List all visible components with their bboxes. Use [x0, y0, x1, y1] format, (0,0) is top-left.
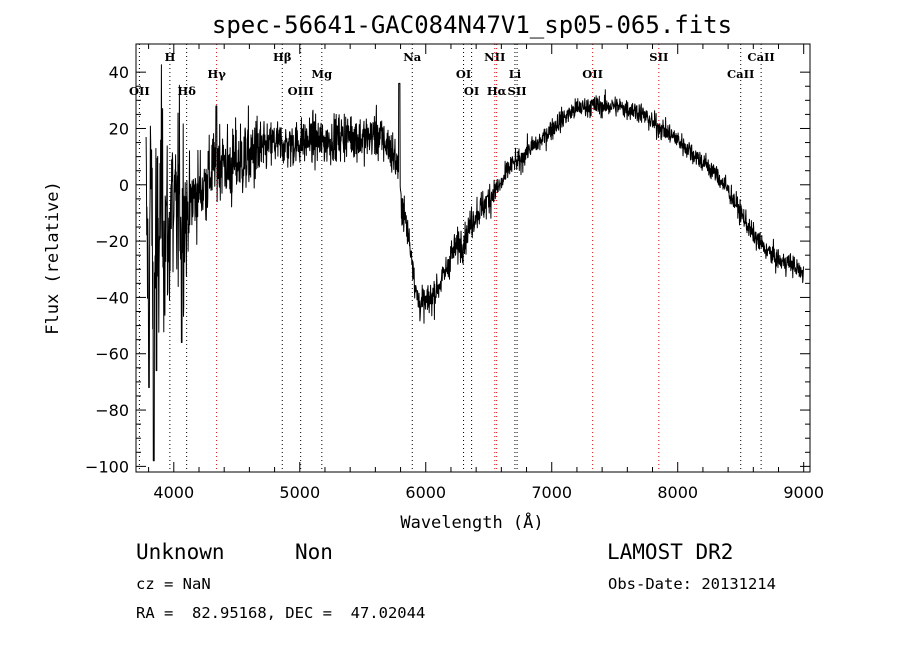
y-tick-label: −60: [95, 345, 129, 364]
spectral-line-label: Hγ: [207, 67, 226, 81]
classification-text: Unknown: [136, 540, 225, 564]
y-tick-label: −40: [95, 288, 129, 307]
spectral-line-label: SII: [649, 50, 668, 64]
coordinates-text: RA = 82.95168, DEC = 47.02044: [136, 604, 426, 622]
spectrum-line: [145, 64, 804, 462]
survey-text: LAMOST DR2: [607, 540, 734, 564]
spectral-line-label: H: [164, 50, 175, 64]
y-tick-label: −80: [95, 401, 129, 420]
y-tick-label: −20: [95, 232, 129, 251]
spectral-line-label: CaII: [727, 67, 754, 81]
spectral-line-label: OIII: [288, 84, 314, 98]
spectral-line-label: OII: [129, 84, 150, 98]
chart-title: spec-56641-GAC084N47V1_sp05-065.fits: [212, 11, 732, 39]
y-tick-label: −100: [85, 457, 129, 476]
subclass-text: Non: [295, 540, 333, 564]
spectral-line-label: Hδ: [177, 84, 196, 98]
y-tick-label: 40: [109, 63, 129, 82]
x-tick-label: 8000: [657, 483, 698, 502]
spectral-line-label: Li: [509, 67, 522, 81]
spectral-line-label: Na: [403, 50, 422, 64]
y-tick-label: 0: [119, 176, 129, 195]
x-tick-label: 6000: [405, 483, 446, 502]
x-tick-label: 7000: [531, 483, 572, 502]
spectrum-series: [145, 64, 804, 462]
spectral-line-label: SII: [508, 84, 527, 98]
x-axis-label: Wavelength (Å): [400, 511, 543, 533]
x-tick-label: 5000: [279, 483, 320, 502]
y-tick-label: 20: [109, 119, 129, 138]
spectral-line-label: OII: [582, 67, 603, 81]
spectral-line-label: OI: [456, 67, 471, 81]
x-tick-label: 9000: [783, 483, 824, 502]
obs-date-text: Obs-Date: 20131214: [608, 575, 776, 593]
axes: 4000 5000 6000 7000 8000 9000 −100 −80 −60 −40 −20…: [85, 44, 824, 502]
spectral-line-label: OI: [464, 84, 479, 98]
x-tick-label: 4000: [153, 483, 194, 502]
redshift-text: cz = NaN: [136, 575, 211, 593]
spectral-line-label: Hβ: [273, 50, 292, 64]
y-axis-label: Flux (relative): [43, 181, 63, 335]
spectral-line-label: CaII: [747, 50, 774, 64]
spectral-line-label: Mg: [311, 67, 332, 81]
spectral-line-label: NII: [484, 50, 505, 64]
plot-frame: [135, 43, 811, 473]
spectral-line-label: Hα: [487, 84, 507, 98]
